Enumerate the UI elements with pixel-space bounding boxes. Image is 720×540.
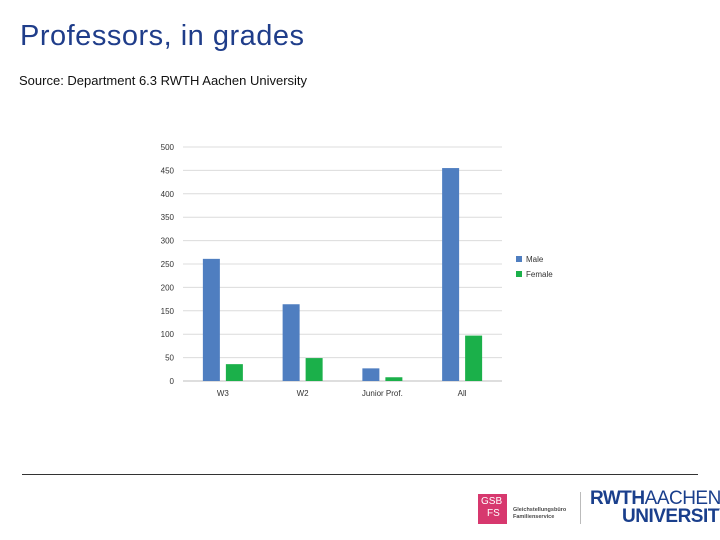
legend-swatch xyxy=(516,271,522,277)
bar-female xyxy=(385,377,403,381)
x-tick-label: All xyxy=(458,389,467,398)
rwth-logo-thin: AACHEN xyxy=(644,488,720,509)
gsb-text-line2: Familienservice xyxy=(513,514,555,520)
page-title: Professors, in grades xyxy=(20,20,305,52)
gsb-logo-line2: FS xyxy=(487,508,500,519)
page-subtitle: Source: Department 6.3 RWTH Aachen Unive… xyxy=(19,73,308,88)
y-tick-label: 0 xyxy=(170,377,175,386)
y-tick-label: 200 xyxy=(161,283,175,292)
bar-male xyxy=(282,304,300,381)
y-tick-label: 50 xyxy=(165,354,174,363)
y-tick-label: 150 xyxy=(161,307,175,316)
bar-male xyxy=(442,168,460,381)
bar-male xyxy=(202,258,220,381)
bar-female xyxy=(225,364,243,381)
y-tick-label: 100 xyxy=(161,330,175,339)
bar-female xyxy=(305,358,323,381)
bar-male xyxy=(362,368,380,381)
gsb-text-line1: Gleichstellungsbüro xyxy=(513,507,567,513)
gsb-logo-text: Gleichstellungsbüro Familienservice xyxy=(513,507,566,521)
bar-chart: 0 50 100 150 200 250 300 350 400 450 500 W3 W2 Junior… xyxy=(161,143,554,398)
y-tick-label: 500 xyxy=(161,143,175,152)
y-tick-label: 450 xyxy=(161,166,175,175)
y-tick-label: 400 xyxy=(161,190,175,199)
rwth-logo: RWTHAACHEN UNIVERSITY xyxy=(590,488,720,527)
y-tick-label: 350 xyxy=(161,213,175,222)
rwth-logo-bold: RWTH xyxy=(590,488,645,509)
legend-swatch xyxy=(516,256,522,262)
logo-separator xyxy=(580,492,581,524)
y-tick-label: 300 xyxy=(161,237,175,246)
footer-divider xyxy=(22,474,698,475)
x-tick-label: W3 xyxy=(217,389,230,398)
y-tick-label: 250 xyxy=(161,260,175,269)
rwth-logo-university: UNIVERSITY xyxy=(622,506,720,527)
legend-label: Male xyxy=(526,255,544,264)
x-tick-label: Junior Prof. xyxy=(362,389,403,398)
bar-female xyxy=(465,335,483,381)
gsb-logo: GSB FS xyxy=(478,494,507,524)
x-tick-label: W2 xyxy=(297,389,310,398)
gsb-logo-line1: GSB xyxy=(481,496,503,507)
legend-label: Female xyxy=(526,270,553,279)
